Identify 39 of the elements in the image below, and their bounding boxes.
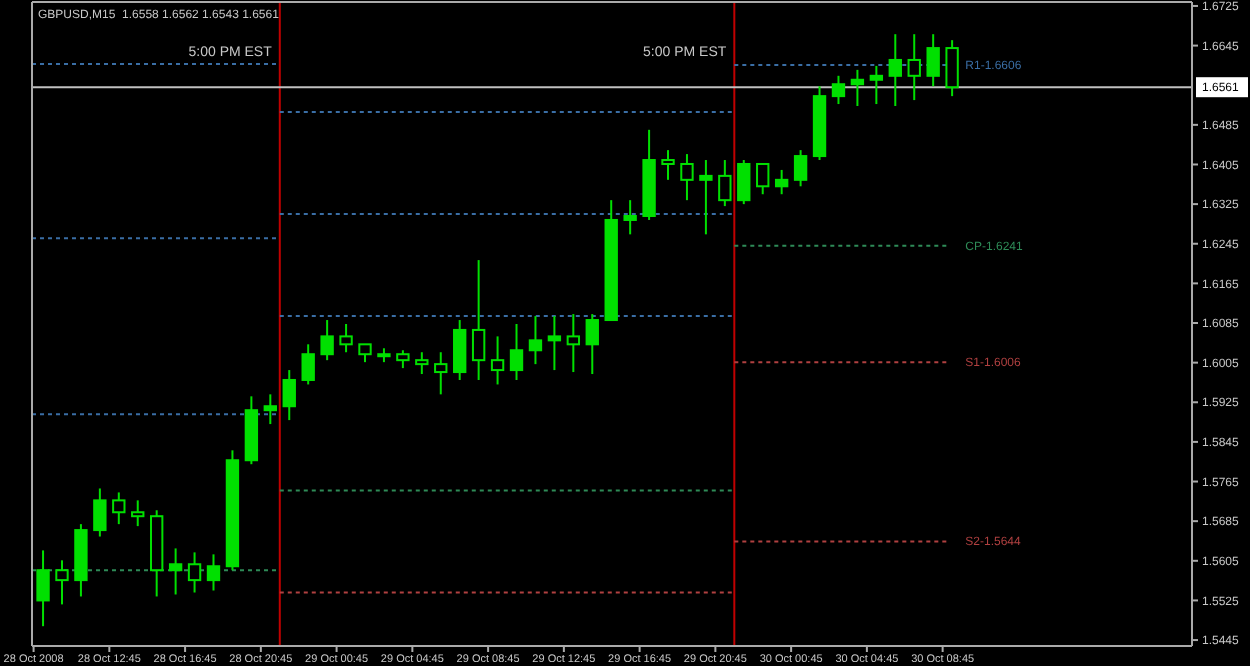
candlestick [869,64,884,106]
candlestick [112,491,126,526]
candlestick [263,393,277,426]
candlestick [756,162,770,196]
candlestick [339,323,353,354]
candlestick [945,39,959,98]
candlestick [471,259,486,381]
candlestick [850,68,865,108]
candlestick [907,33,921,102]
candlestick [206,553,221,592]
candlestick [320,319,334,362]
candlestick [93,487,107,538]
candlestick [793,149,808,188]
candlestick [490,335,505,386]
candlestick [168,547,183,596]
candlestick [509,323,524,381]
candlestick [737,159,751,206]
candlestick [661,149,675,181]
candlestick [585,313,599,376]
candlestick [453,319,467,381]
candlestick [415,351,429,376]
candlestick [547,315,562,372]
candlestick [831,74,846,106]
candlestick [36,549,50,628]
candlestick [131,499,145,528]
candlestick [888,33,902,108]
candlestick [282,369,296,422]
candlestick [434,351,448,396]
candlestick [301,343,315,386]
candlestick [699,159,713,236]
candlestick [528,315,543,366]
candlestick [566,313,581,374]
candlestick [718,159,732,208]
candlestick [623,199,637,236]
candlestick [774,168,789,196]
candlestick [680,153,694,202]
candlestick [55,559,69,606]
candlestick [187,551,202,594]
candlestick [926,33,940,88]
